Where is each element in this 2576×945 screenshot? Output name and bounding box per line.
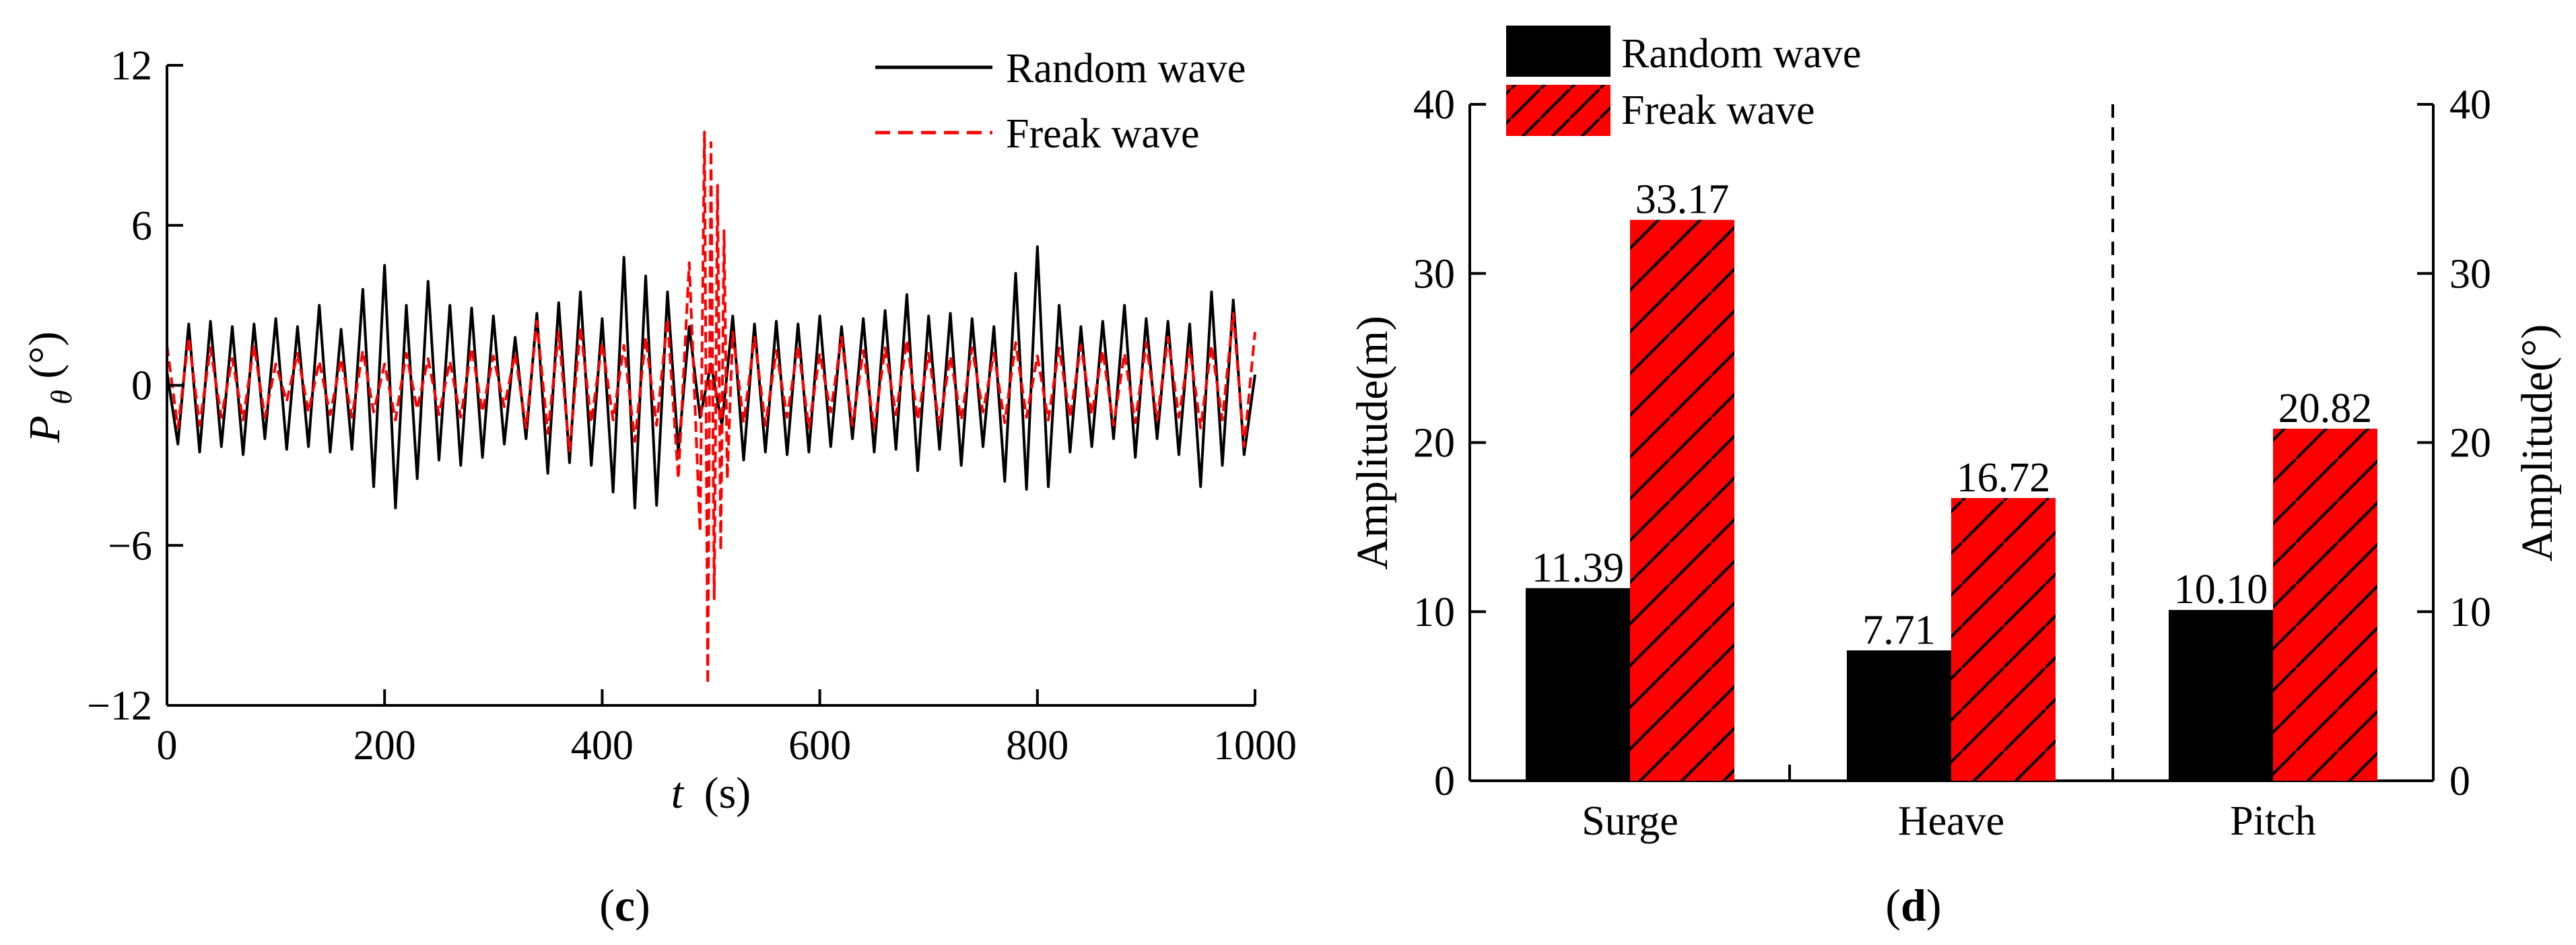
y-axis-label: P θ (°) (20, 331, 81, 443)
bar-heave-freak-wave (1951, 497, 2056, 781)
bar-pitch-freak-wave (2273, 428, 2377, 781)
bar-value-label: 20.82 (2278, 386, 2373, 431)
left-y-axis-label: Amplitude(m) (1348, 316, 1397, 570)
right-y-tick-label: 0 (2449, 759, 2470, 804)
y-tick-group: 12 6 0 −6 −12 (87, 43, 183, 729)
legend-label-random-wave: Random wave (1006, 46, 1246, 92)
panel-label-d-letter: d (1901, 880, 1926, 931)
bar-surge-freak-wave (1630, 219, 1734, 781)
left-y-tick-label: 10 (1413, 590, 1455, 635)
bar-value-label: 11.39 (1532, 545, 1624, 591)
left-y-tick-label: 40 (1413, 82, 1455, 128)
legend-swatch-random-wave (1506, 26, 1611, 77)
y-tick-label: 6 (131, 203, 152, 249)
legend: Random wave Freak wave (1506, 26, 1861, 136)
right-y-tick-label: 30 (2449, 251, 2491, 297)
category-label-pitch: Pitch (2230, 798, 2315, 844)
left-y-tick-label: 20 (1413, 421, 1455, 466)
y-tick-label: −12 (87, 683, 152, 729)
y-tick-label: 12 (110, 43, 152, 89)
category-label-heave: Heave (1898, 798, 2004, 844)
panel-label-c-letter: c (615, 880, 635, 931)
y-axis-label-unit: (°) (20, 331, 69, 378)
legend-label-random-wave: Random wave (1621, 31, 1861, 77)
panel-c-line-chart: 0 200 400 600 800 1000 12 6 0 −6 −12 t (s) P θ (°… (20, 43, 1297, 931)
y-tick-label: −6 (108, 523, 152, 569)
bar-pitch-random-wave (2169, 610, 2273, 781)
category-label-group: Surge Heave Pitch (1582, 798, 2315, 844)
y-tick-label: 0 (131, 363, 152, 409)
x-axis-label-unit: (s) (704, 769, 751, 818)
left-y-tick-label: 0 (1434, 759, 1455, 804)
right-y-tick-group: 0 10 20 30 40 (2417, 82, 2491, 804)
x-axis-label-var: t (671, 769, 685, 818)
x-tick-label: 0 (157, 723, 178, 769)
bar-value-label: 33.17 (1635, 177, 1730, 223)
x-tick-label: 400 (571, 723, 634, 769)
bar-value-label: 7.71 (1862, 607, 1936, 653)
x-tick-group: 0 200 400 600 800 1000 (157, 689, 1297, 769)
left-y-tick-label: 30 (1413, 251, 1455, 297)
y-axis-label-var: P (20, 415, 69, 443)
x-tick-label: 1000 (1213, 723, 1297, 769)
right-y-tick-label: 20 (2449, 421, 2491, 466)
legend-label-freak-wave: Freak wave (1006, 111, 1199, 157)
bar-value-label: 10.10 (2174, 567, 2268, 612)
category-label-surge: Surge (1582, 798, 1679, 844)
bar-heave-random-wave (1847, 650, 1951, 781)
right-y-tick-label: 40 (2449, 82, 2491, 128)
y-axis-label-subscript: θ (45, 390, 78, 405)
legend: Random wave Freak wave (875, 46, 1246, 157)
bar-surge-random-wave (1526, 588, 1630, 781)
line-series-group (166, 131, 1256, 686)
right-y-axis-label: Amplitude(°) (2513, 324, 2562, 562)
bar-value-label: 16.72 (1957, 455, 2051, 501)
line-freak-wave (166, 131, 1256, 686)
x-axis-label: t (s) (671, 769, 751, 818)
legend-swatch-freak-wave (1506, 85, 1611, 136)
right-y-tick-label: 10 (2449, 590, 2491, 635)
x-tick-label: 800 (1006, 723, 1069, 769)
x-tick-label: 200 (353, 723, 416, 769)
panel-label-c: (c) (599, 880, 650, 931)
left-y-tick-group: 0 10 20 30 40 (1413, 82, 1486, 804)
x-tick-label: 600 (788, 723, 851, 769)
legend-label-freak-wave: Freak wave (1621, 88, 1815, 133)
bar-group: 11.39 33.17 7.71 16.72 10.10 20.82 (1526, 177, 2377, 781)
panel-label-d: (d) (1885, 880, 1941, 931)
